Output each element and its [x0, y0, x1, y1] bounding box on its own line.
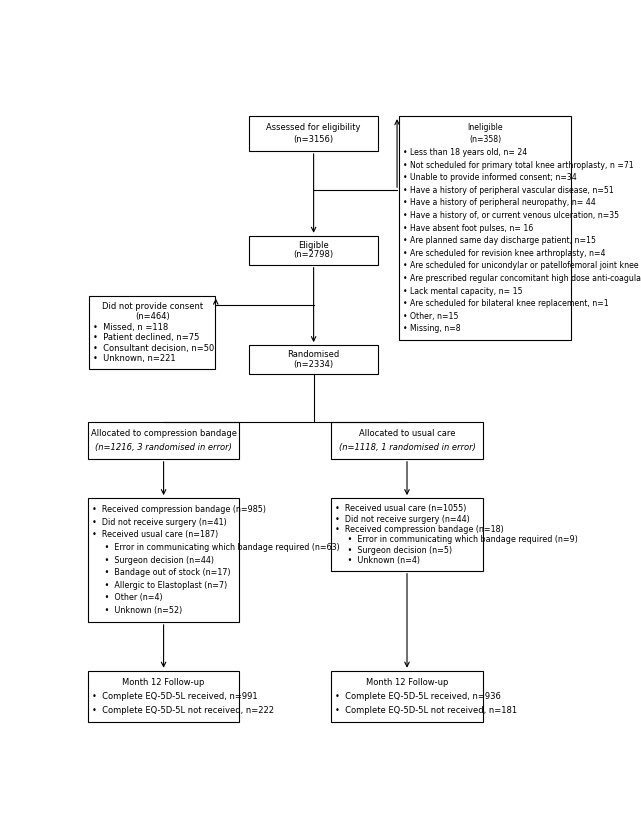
- Text: • Are planned same day discharge patient, n=15: • Are planned same day discharge patient…: [403, 236, 596, 245]
- Text: •  Error in communicating which bandage required (n=63): • Error in communicating which bandage r…: [92, 543, 340, 552]
- Text: •  Surgeon decision (n=5): • Surgeon decision (n=5): [335, 546, 453, 555]
- Text: Month 12 Follow-up: Month 12 Follow-up: [122, 678, 204, 687]
- Text: •  Complete EQ-5D-5L received, n=991: • Complete EQ-5D-5L received, n=991: [92, 692, 258, 701]
- Text: •  Bandage out of stock (n=17): • Bandage out of stock (n=17): [92, 568, 230, 577]
- Text: • Not scheduled for primary total knee arthroplasty, n =71: • Not scheduled for primary total knee a…: [403, 161, 634, 170]
- Bar: [88, 498, 239, 621]
- Text: •  Other (n=4): • Other (n=4): [92, 594, 162, 603]
- Bar: [249, 236, 378, 265]
- Text: •  Did not receive surgery (n=41): • Did not receive surgery (n=41): [92, 518, 226, 527]
- Text: •  Received usual care (n=1055): • Received usual care (n=1055): [335, 504, 467, 513]
- Text: • Missing, n=8: • Missing, n=8: [403, 324, 461, 333]
- Bar: [89, 296, 215, 369]
- Bar: [331, 422, 483, 459]
- Text: •  Received compression bandage (n=985): • Received compression bandage (n=985): [92, 505, 266, 514]
- Text: •  Did not receive surgery (n=44): • Did not receive surgery (n=44): [335, 515, 470, 524]
- Text: • Are scheduled for bilateral knee replacement, n=1: • Are scheduled for bilateral knee repla…: [403, 299, 609, 308]
- Bar: [88, 671, 239, 722]
- Text: •  Unknown, n=221: • Unknown, n=221: [93, 354, 176, 363]
- Bar: [249, 116, 378, 151]
- Text: • Have absent foot pulses, n= 16: • Have absent foot pulses, n= 16: [403, 223, 533, 232]
- Bar: [249, 345, 378, 374]
- Text: (n=2334): (n=2334): [294, 360, 334, 369]
- Text: •  Complete EQ-5D-5L received, n=936: • Complete EQ-5D-5L received, n=936: [335, 692, 501, 701]
- Text: •  Received usual care (n=187): • Received usual care (n=187): [92, 530, 218, 539]
- Text: Allocated to usual care: Allocated to usual care: [359, 429, 455, 438]
- Text: •  Consultant decision, n=50: • Consultant decision, n=50: [93, 343, 214, 352]
- Text: • Unable to provide informed consent; n=34: • Unable to provide informed consent; n=…: [403, 173, 577, 182]
- Text: (n=3156): (n=3156): [294, 135, 334, 144]
- Bar: [331, 498, 483, 571]
- Text: (n=1216, 3 randomised in error): (n=1216, 3 randomised in error): [95, 443, 232, 452]
- Text: •  Allergic to Elastoplast (n=7): • Allergic to Elastoplast (n=7): [92, 580, 227, 589]
- Text: • Less than 18 years old, n= 24: • Less than 18 years old, n= 24: [403, 148, 528, 157]
- Text: •  Complete EQ-5D-5L not received, n=181: • Complete EQ-5D-5L not received, n=181: [335, 706, 517, 715]
- Text: •  Missed, n =118: • Missed, n =118: [93, 323, 168, 332]
- Text: (n=464): (n=464): [135, 312, 169, 321]
- Text: • Are scheduled for unicondylar or patellofemoral joint knee arthroplasty, n=27: • Are scheduled for unicondylar or patel…: [403, 261, 641, 270]
- Text: Month 12 Follow-up: Month 12 Follow-up: [366, 678, 448, 687]
- Text: Eligible: Eligible: [298, 241, 329, 250]
- Text: Did not provide consent: Did not provide consent: [101, 302, 203, 311]
- Text: •  Error in communicating which bandage required (n=9): • Error in communicating which bandage r…: [335, 535, 578, 544]
- Text: • Are scheduled for revision knee arthroplasty, n=4: • Are scheduled for revision knee arthro…: [403, 249, 606, 258]
- Text: • Have a history of peripheral vascular disease, n=51: • Have a history of peripheral vascular …: [403, 186, 614, 195]
- Text: •  Unknown (n=52): • Unknown (n=52): [92, 606, 182, 615]
- Text: • Lack mental capacity, n= 15: • Lack mental capacity, n= 15: [403, 287, 523, 296]
- Text: • Are prescribed regular concomitant high dose anti-coagulant medication, n=52: • Are prescribed regular concomitant hig…: [403, 274, 641, 283]
- Text: Randomised: Randomised: [287, 351, 340, 360]
- Text: •  Received compression bandage (n=18): • Received compression bandage (n=18): [335, 525, 504, 534]
- Bar: [399, 116, 570, 341]
- Text: • Other, n=15: • Other, n=15: [403, 312, 459, 321]
- Text: Ineligible: Ineligible: [467, 123, 503, 131]
- Bar: [88, 422, 239, 459]
- Text: • Have a history of, or current venous ulceration, n=35: • Have a history of, or current venous u…: [403, 211, 619, 220]
- Text: •  Complete EQ-5D-5L not received, n=222: • Complete EQ-5D-5L not received, n=222: [92, 706, 274, 715]
- Text: (n=1118, 1 randomised in error): (n=1118, 1 randomised in error): [338, 443, 476, 452]
- Text: Assessed for eligibility: Assessed for eligibility: [267, 122, 361, 131]
- Text: •  Unknown (n=4): • Unknown (n=4): [335, 557, 420, 566]
- Bar: [331, 671, 483, 722]
- Text: (n=2798): (n=2798): [294, 250, 334, 259]
- Text: • Have a history of peripheral neuropathy, n= 44: • Have a history of peripheral neuropath…: [403, 199, 596, 208]
- Text: •  Patient declined, n=75: • Patient declined, n=75: [93, 333, 199, 342]
- Text: •  Surgeon decision (n=44): • Surgeon decision (n=44): [92, 556, 214, 565]
- Text: Allocated to compression bandage: Allocated to compression bandage: [90, 429, 237, 438]
- Text: (n=358): (n=358): [469, 135, 501, 144]
